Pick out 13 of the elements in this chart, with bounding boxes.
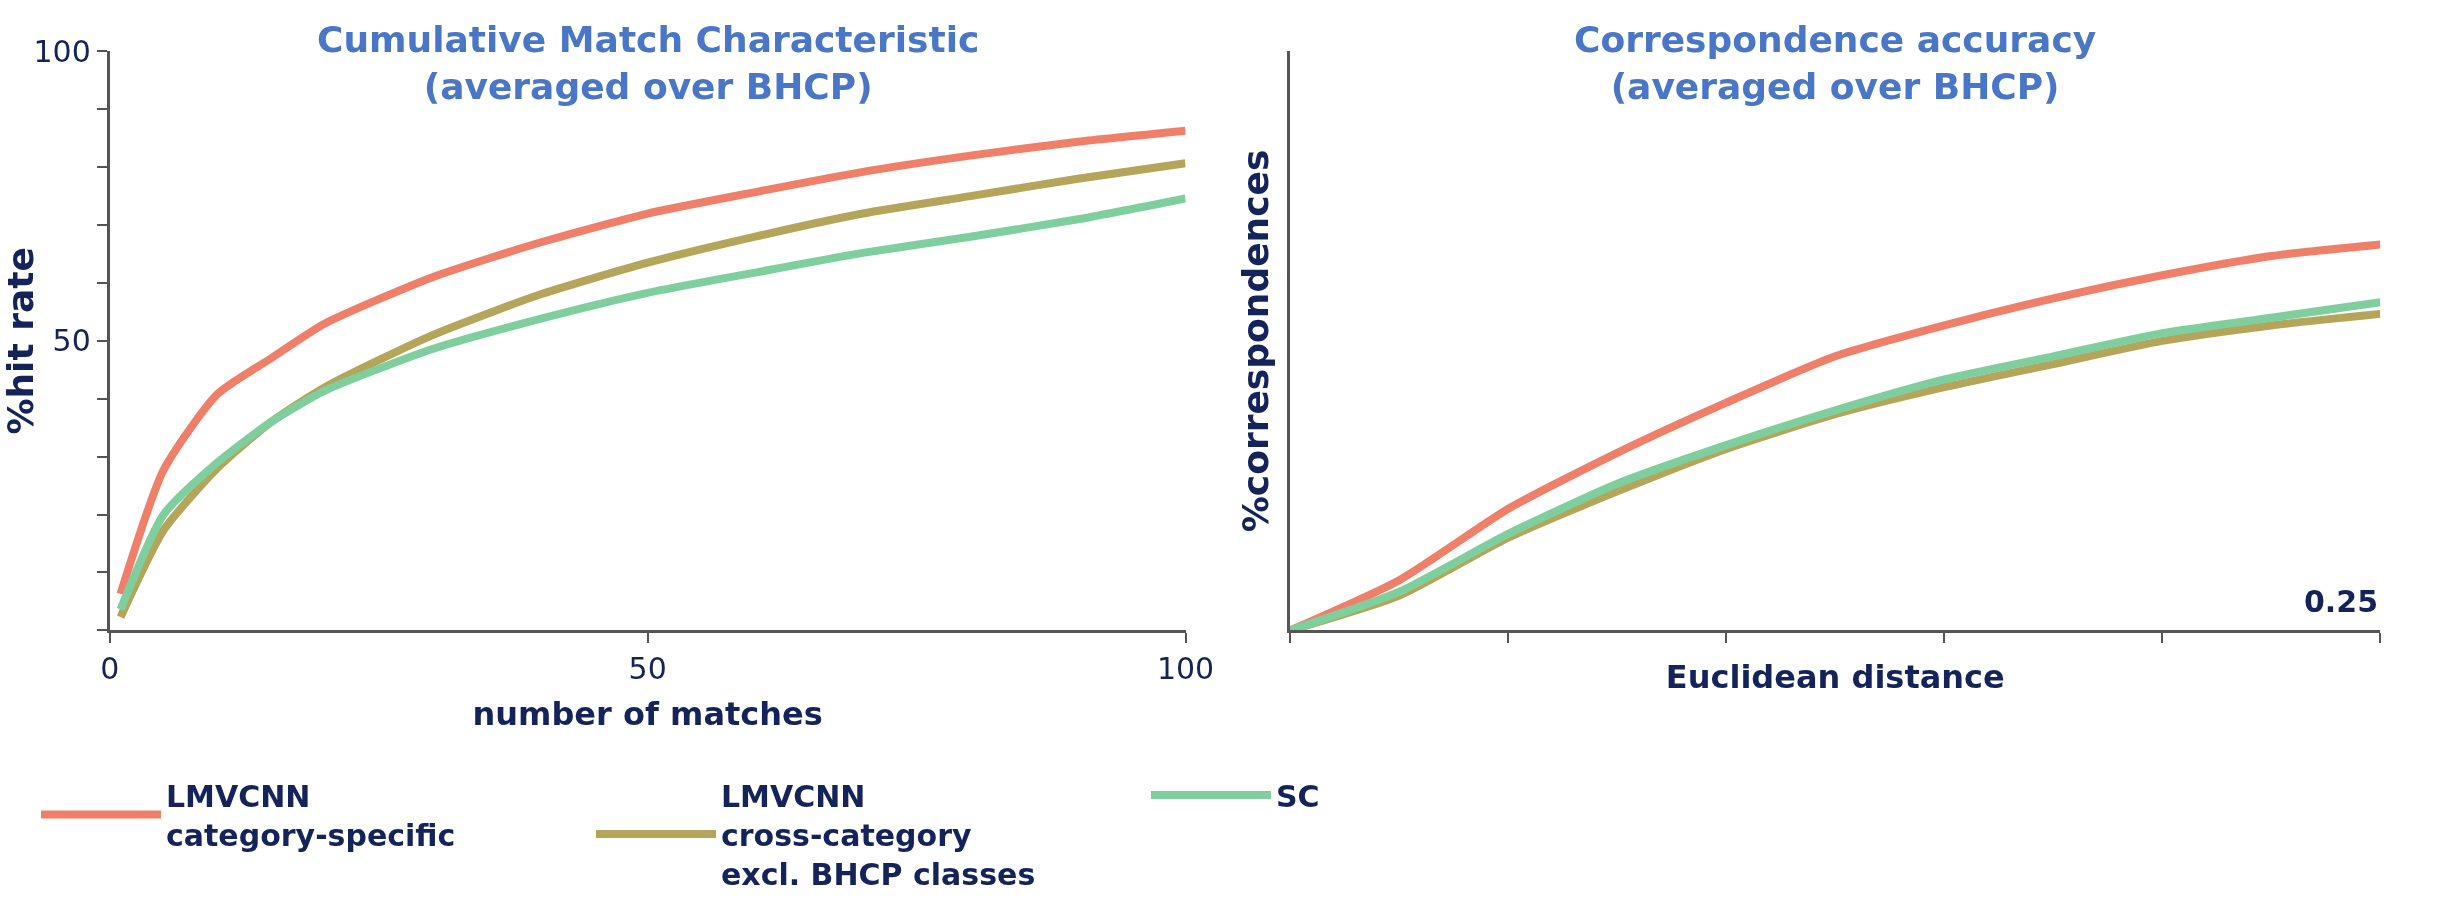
- chart-title: Cumulative Match Characteristic (averaged over BHCP): [317, 19, 980, 107]
- x-axis-title: Euclidean distance: [1665, 658, 2005, 697]
- x-tick-label: 100: [1156, 651, 1215, 687]
- annotation: 0.25: [2304, 584, 2379, 619]
- x-tick-label: 50: [628, 651, 667, 687]
- legend-label: SC: [1276, 778, 1320, 814]
- x-axis-title: number of matches: [472, 695, 823, 734]
- y-axis-title: %hit rate: [0, 247, 41, 435]
- y-axis-title: %correspondences: [1235, 149, 1277, 533]
- legend-label: LMVCNN cross-category excl. BHCP classes: [721, 778, 1036, 892]
- legend-label: LMVCNN category-specific: [166, 778, 456, 853]
- chart-title: Correspondence accuracy (averaged over BHCP): [1574, 19, 2097, 107]
- x-tick-label: 0: [100, 651, 120, 687]
